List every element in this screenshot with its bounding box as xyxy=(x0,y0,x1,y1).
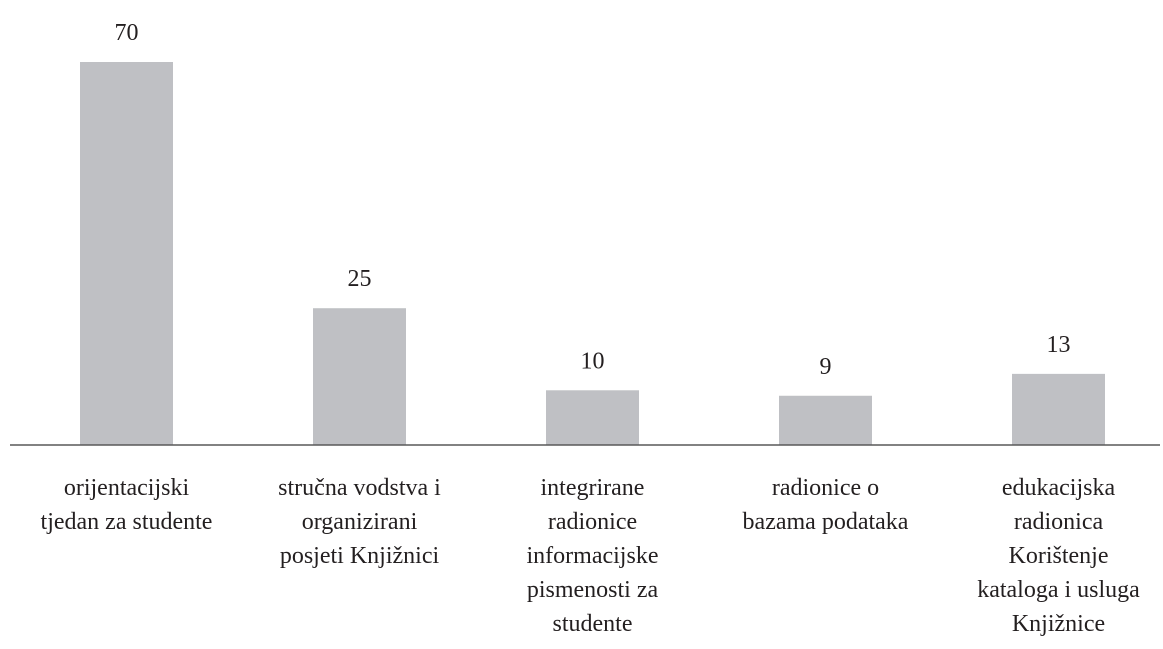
bar xyxy=(546,390,639,445)
x-tick-label: radionice o bazama podataka xyxy=(743,475,909,535)
value-label: 10 xyxy=(581,348,605,374)
x-tick-label: orijentacijski tjedan za studente xyxy=(41,475,213,535)
value-label: 70 xyxy=(115,20,139,46)
x-tick-label: stručna vodstva i organizirani posjeti Knj… xyxy=(278,475,441,569)
value-label: 25 xyxy=(348,266,372,292)
bar xyxy=(80,62,173,445)
value-label: 9 xyxy=(820,354,832,380)
value-label: 13 xyxy=(1047,332,1071,358)
bar xyxy=(1012,373,1105,445)
bar xyxy=(779,395,872,445)
bar xyxy=(313,308,406,445)
x-tick-label: edukacijska radionica Korištenje kataloga i… xyxy=(977,475,1140,637)
x-tick-label: integrirane radionice informacijske pismeno… xyxy=(527,475,659,637)
